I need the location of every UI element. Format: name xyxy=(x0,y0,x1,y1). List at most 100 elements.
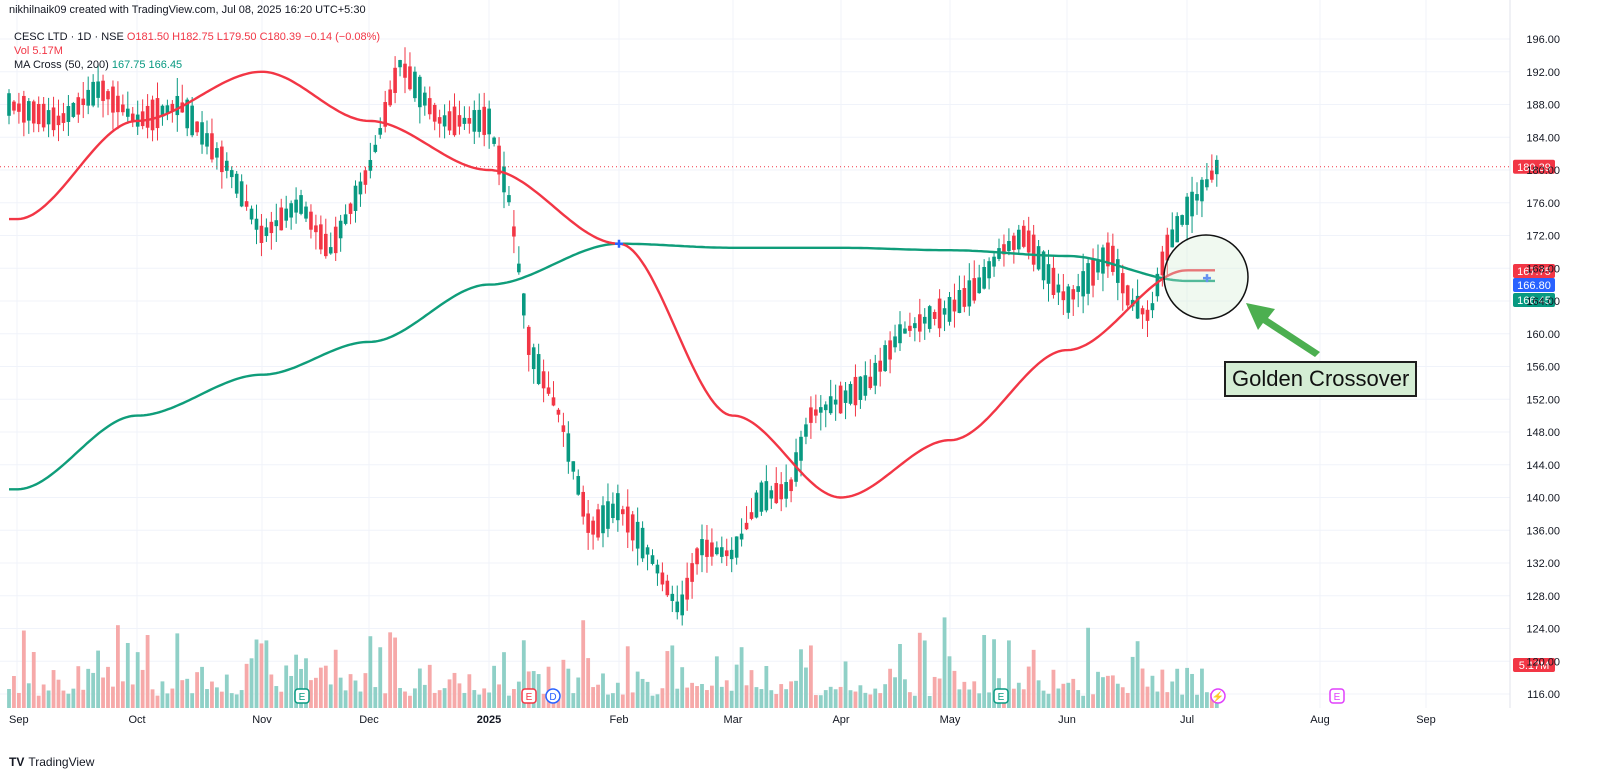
volume-bar xyxy=(363,673,368,708)
candle-body xyxy=(1007,241,1011,252)
volume-label-text: 5.17M xyxy=(1519,660,1550,672)
candle-body xyxy=(1026,230,1031,253)
volume-bar xyxy=(1041,690,1046,708)
candle-body xyxy=(452,106,457,136)
candle-body xyxy=(561,425,566,432)
volume-bar xyxy=(46,690,51,708)
price-tick-label: 136.00 xyxy=(1526,525,1560,537)
candle-body xyxy=(1046,264,1051,284)
volume-bar xyxy=(185,678,190,708)
candle-body xyxy=(576,476,581,495)
volume-bar xyxy=(358,691,363,708)
volume-bar xyxy=(1120,687,1125,708)
volume-bar xyxy=(1200,668,1204,708)
candle-body xyxy=(606,501,610,529)
volume-bar xyxy=(804,667,808,708)
candle-body xyxy=(1160,251,1165,276)
volume-bar xyxy=(56,679,61,708)
candle-body xyxy=(1180,215,1184,225)
candle-body xyxy=(145,105,150,128)
candle-body xyxy=(383,102,387,127)
candle-body xyxy=(517,263,521,273)
symbol-label[interactable]: CESC LTD · 1D · NSE xyxy=(14,31,124,43)
candle-body xyxy=(611,503,615,519)
volume-bar xyxy=(457,683,462,708)
moving-averages xyxy=(9,70,1215,499)
time-axis[interactable]: Sep Oct Nov Dec 2025 Feb Mar Apr May Jun Jul Aug Sep xyxy=(9,714,1436,726)
price-tick-label: 132.00 xyxy=(1526,558,1560,570)
price-label-text: 167.75 xyxy=(1517,266,1551,278)
candle-body xyxy=(1066,286,1071,313)
volume-bar xyxy=(898,644,902,708)
price-tick-label: 188.00 xyxy=(1526,100,1560,112)
volume-bar xyxy=(784,689,789,708)
candle-body xyxy=(472,110,477,132)
volume-bar xyxy=(447,679,452,708)
volume-bar xyxy=(586,658,591,708)
candle-body xyxy=(442,115,447,127)
tradingview-brand[interactable]: TV TradingView xyxy=(9,755,94,769)
volume-bar xyxy=(779,684,784,708)
candle-body xyxy=(348,203,353,214)
volume-bar xyxy=(1180,694,1185,708)
candle-body xyxy=(393,67,397,93)
price-tick-label: 116.00 xyxy=(1527,689,1560,701)
volume-bar xyxy=(442,688,447,708)
candle-body xyxy=(705,539,709,557)
price-label-badge xyxy=(1513,159,1555,174)
volume-bar xyxy=(670,645,675,708)
volume-bar xyxy=(130,684,135,708)
candle-body xyxy=(1071,289,1076,300)
candle-body xyxy=(289,203,293,218)
candle-body xyxy=(715,547,719,555)
candle-body xyxy=(908,325,912,331)
candle-body xyxy=(1140,308,1145,315)
crossover-annotation xyxy=(1163,234,1320,357)
volume-bar xyxy=(1021,689,1026,708)
candle-body xyxy=(373,144,378,152)
volume-bar xyxy=(205,689,209,708)
volume-bar xyxy=(195,672,199,708)
volume-bar xyxy=(26,683,31,708)
volume-bar xyxy=(318,667,323,708)
candle-body xyxy=(1081,271,1085,297)
volume-bar xyxy=(7,688,11,708)
arrow-icon xyxy=(1246,303,1320,357)
candle-body xyxy=(190,105,194,136)
candle-body xyxy=(536,354,541,384)
candle-body xyxy=(724,550,729,557)
price-tick-label: 124.00 xyxy=(1526,624,1560,636)
crossover-marker-icon xyxy=(615,239,623,248)
price-axis[interactable]: 196.00 192.00 188.00 184.00 180.00 176.00 172.… xyxy=(1526,34,1560,701)
volume-bar xyxy=(1170,681,1175,708)
volume-bar xyxy=(516,681,521,708)
time-tick-label: 2025 xyxy=(477,714,501,726)
volume-legend[interactable]: Vol 5.17M xyxy=(14,45,63,57)
volume-bar xyxy=(620,694,625,708)
candle-body xyxy=(36,103,41,125)
candle-body xyxy=(744,522,749,530)
volume-bar xyxy=(160,681,165,708)
volume-bar xyxy=(229,693,234,708)
candle-body xyxy=(239,181,244,207)
candle-body xyxy=(418,76,422,108)
candle-body xyxy=(408,66,412,90)
candle-body xyxy=(838,385,843,414)
candle-body xyxy=(967,280,972,307)
volume-bar xyxy=(1190,673,1194,708)
candle-body xyxy=(541,371,546,389)
candle-body xyxy=(962,288,967,307)
volume-bar xyxy=(611,693,615,708)
volume-bar xyxy=(883,684,888,708)
candle-body xyxy=(1205,179,1209,188)
volume-bar xyxy=(690,682,694,708)
volume-bar xyxy=(710,685,714,708)
ma-cross-label[interactable]: MA Cross (50, 200) xyxy=(14,59,109,71)
candle-body xyxy=(51,107,56,131)
volume-bar xyxy=(942,617,947,708)
candle-body xyxy=(823,404,828,411)
candle-body xyxy=(720,547,724,557)
candle-body xyxy=(492,137,496,144)
tradingview-logo-icon: TV xyxy=(9,755,25,769)
